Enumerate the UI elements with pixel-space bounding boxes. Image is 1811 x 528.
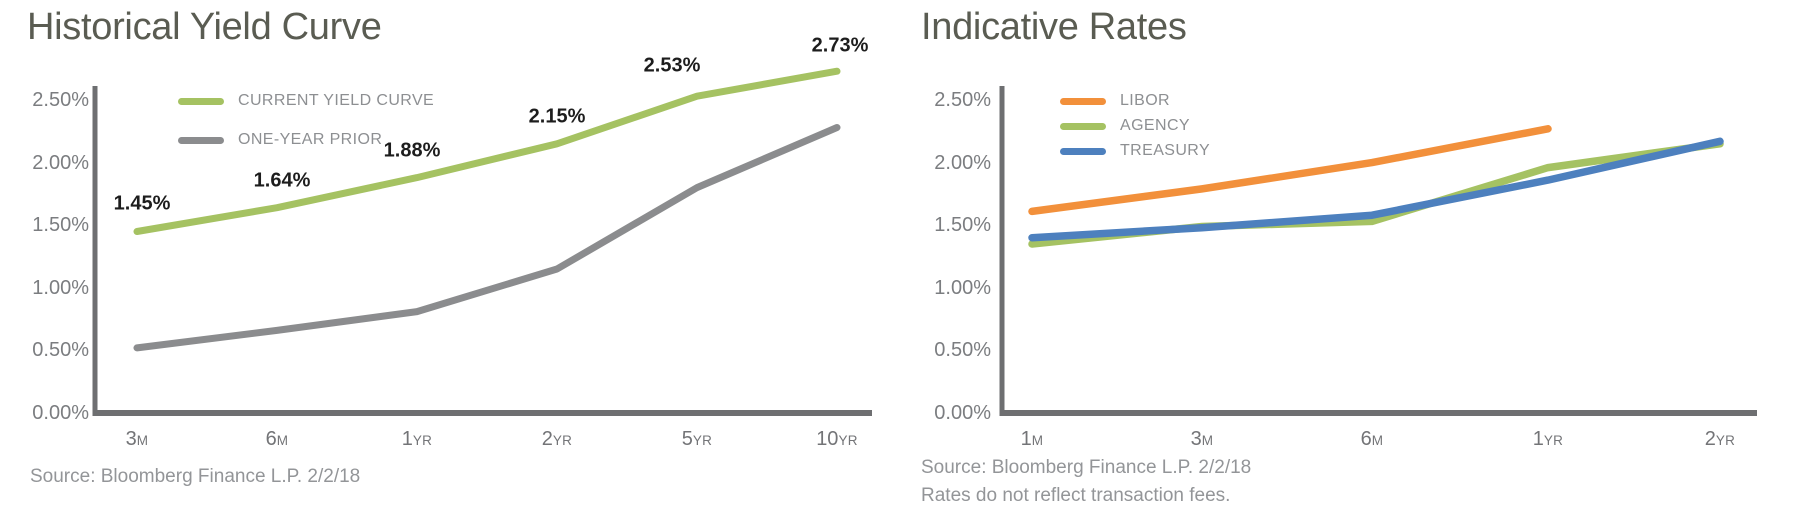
data-point-label: 1.45% bbox=[113, 192, 171, 215]
legend-label-agency: AGENCY bbox=[1120, 117, 1190, 134]
x-axis-label: 2YR bbox=[1704, 428, 1736, 450]
y-axis-label: 1.00% bbox=[934, 277, 991, 299]
legend-label-one-year-prior: ONE-YEAR PRIOR bbox=[238, 131, 383, 148]
x-axis-label: 5YR bbox=[681, 428, 713, 450]
legend-label-current-yield-curve: CURRENT YIELD CURVE bbox=[238, 92, 435, 109]
x-axis-label: 10YR bbox=[816, 428, 858, 450]
right-chart-source-note: Source: Bloomberg Finance L.P. 2/2/18 bbox=[921, 457, 1252, 478]
current-yield-curve-swatch bbox=[178, 97, 224, 105]
treasury-swatch bbox=[1060, 147, 1106, 155]
right-chart-title: Indicative Rates bbox=[921, 6, 1187, 48]
x-axis-label: 2YR bbox=[541, 428, 573, 450]
libor-swatch bbox=[1060, 97, 1106, 105]
y-axis-label: 0.00% bbox=[934, 402, 991, 424]
legend-label-treasury: TREASURY bbox=[1120, 142, 1211, 159]
x-axis-label: 1YR bbox=[1532, 428, 1564, 450]
y-axis-label: 1.50% bbox=[934, 214, 991, 236]
left-chart-title: Historical Yield Curve bbox=[27, 6, 382, 48]
current-yield-curve-line bbox=[133, 67, 841, 235]
legend-label-libor: LIBOR bbox=[1120, 92, 1171, 109]
y-axis-label: 2.00% bbox=[32, 152, 89, 174]
y-axis-label: 1.00% bbox=[32, 277, 89, 299]
agency-line bbox=[1028, 140, 1724, 248]
y-axis-label: 1.50% bbox=[32, 214, 89, 236]
legend-item-one-year-prior: ONE-YEAR PRIOR bbox=[178, 131, 383, 148]
left-chart-source-note: Source: Bloomberg Finance L.P. 2/2/18 bbox=[30, 466, 361, 487]
treasury-line bbox=[1028, 137, 1724, 242]
y-axis-label: 2.50% bbox=[934, 89, 991, 111]
y-axis-label: 2.00% bbox=[934, 152, 991, 174]
y-axis-label: 0.50% bbox=[934, 339, 991, 361]
x-axis-label: 6M bbox=[265, 428, 289, 450]
libor-line bbox=[1028, 125, 1552, 216]
data-point-label: 2.15% bbox=[528, 105, 586, 128]
x-axis-label: 3M bbox=[125, 428, 149, 450]
y-axis-label: 0.50% bbox=[32, 339, 89, 361]
one-year-prior-swatch bbox=[178, 136, 224, 144]
data-point-label: 1.64% bbox=[253, 169, 311, 192]
y-axis-label: 0.00% bbox=[32, 402, 89, 424]
x-axis-label: 1YR bbox=[401, 428, 433, 450]
legend-item-libor: LIBOR bbox=[1060, 92, 1171, 109]
legend-item-agency: AGENCY bbox=[1060, 117, 1190, 134]
right-chart-footnote: Rates do not reflect transaction fees. bbox=[921, 485, 1231, 506]
y-axis-label: 2.50% bbox=[32, 89, 89, 111]
legend-item-current-yield-curve: CURRENT YIELD CURVE bbox=[178, 92, 435, 109]
data-point-label: 1.88% bbox=[383, 139, 441, 162]
x-axis-label: 3M bbox=[1190, 428, 1214, 450]
legend-item-treasury: TREASURY bbox=[1060, 142, 1211, 159]
x-axis-label: 1M bbox=[1020, 428, 1044, 450]
x-axis-label: 6M bbox=[1360, 428, 1384, 450]
agency-swatch bbox=[1060, 122, 1106, 130]
data-point-label: 2.73% bbox=[811, 34, 869, 57]
one-year-prior-line bbox=[133, 124, 841, 352]
data-point-label: 2.53% bbox=[643, 54, 701, 77]
